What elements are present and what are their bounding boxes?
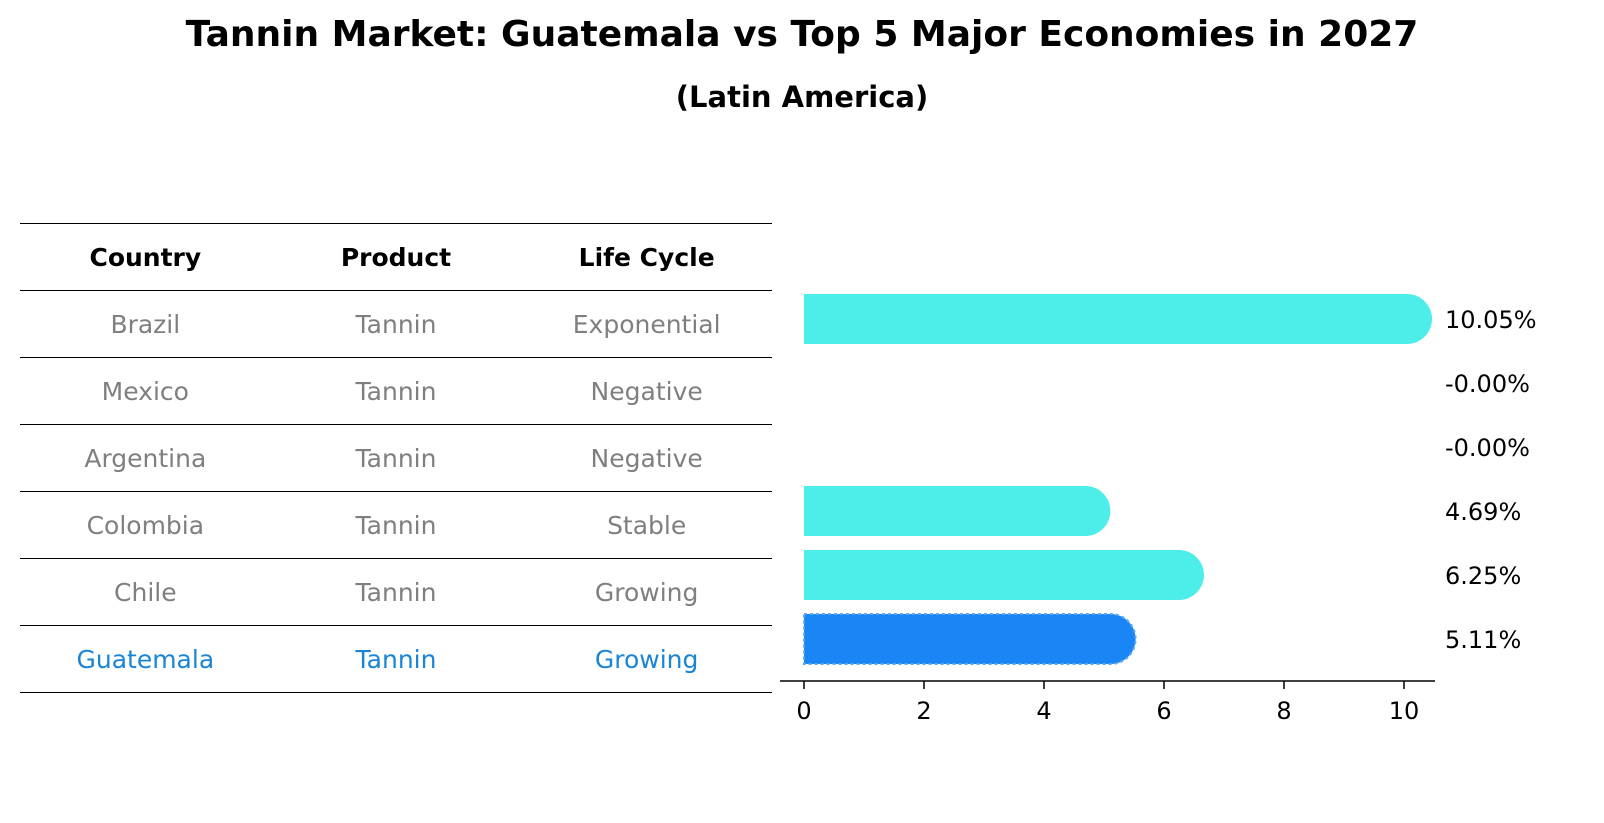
- data-label: 4.69%: [1445, 498, 1521, 526]
- cell-country: Mexico: [20, 357, 271, 425]
- cell-product: Tannin: [270, 290, 522, 358]
- data-label: -0.00%: [1445, 434, 1530, 462]
- x-tick-label: 2: [916, 697, 931, 725]
- bar-chart: 10.05% -0.00% -0.00% 4.69% 6.25% 5.11% 0 2 4 6 8 10: [780, 294, 1537, 725]
- cell-product: Tannin: [270, 558, 522, 626]
- header-country: Country: [20, 223, 271, 291]
- bar-brazil: [804, 294, 1432, 344]
- cell-country: Guatemala: [20, 625, 271, 693]
- cell-country: Chile: [20, 558, 271, 626]
- cell-life-cycle: Growing: [521, 625, 772, 693]
- x-tick-label: 4: [1036, 697, 1051, 725]
- cell-product: Tannin: [270, 357, 522, 425]
- x-tick-label: 6: [1156, 697, 1171, 725]
- chart-title: Tannin Market: Guatemala vs Top 5 Major …: [185, 14, 1419, 55]
- cell-life-cycle: Negative: [521, 424, 772, 492]
- cell-life-cycle: Growing: [521, 558, 772, 626]
- cell-country: Colombia: [20, 491, 271, 559]
- header-life-cycle: Life Cycle: [521, 223, 772, 291]
- x-tick-label: 0: [796, 697, 811, 725]
- bar-chile: [804, 550, 1204, 600]
- cell-life-cycle: Exponential: [521, 290, 772, 358]
- life-cycle-table: Country Product Life Cycle Brazil Tannin…: [20, 223, 772, 693]
- header-product: Product: [270, 223, 522, 291]
- chart-subtitle: (Latin America): [675, 80, 929, 114]
- table-row: Chile Tannin Growing: [20, 558, 772, 626]
- table-row: Brazil Tannin Exponential: [20, 290, 772, 358]
- table-row: Argentina Tannin Negative: [20, 424, 772, 492]
- x-tick-label: 10: [1389, 697, 1420, 725]
- table-header-row: Country Product Life Cycle: [20, 223, 772, 291]
- cell-product: Tannin: [270, 625, 522, 693]
- data-label: 6.25%: [1445, 562, 1521, 590]
- cell-product: Tannin: [270, 424, 522, 492]
- data-label: 10.05%: [1445, 306, 1537, 334]
- cell-life-cycle: Stable: [521, 491, 772, 559]
- bar-guatemala: [803, 613, 1137, 665]
- table-row: Colombia Tannin Stable: [20, 491, 772, 559]
- cell-product: Tannin: [270, 491, 522, 559]
- table-row-highlight: Guatemala Tannin Growing: [20, 625, 772, 693]
- bar-colombia: [804, 486, 1111, 536]
- cell-country: Argentina: [20, 424, 271, 492]
- cell-country: Brazil: [20, 290, 271, 358]
- cell-life-cycle: Negative: [521, 357, 772, 425]
- table-row: Mexico Tannin Negative: [20, 357, 772, 425]
- x-tick-label: 8: [1276, 697, 1291, 725]
- data-label: -0.00%: [1445, 370, 1530, 398]
- data-label: 5.11%: [1445, 626, 1521, 654]
